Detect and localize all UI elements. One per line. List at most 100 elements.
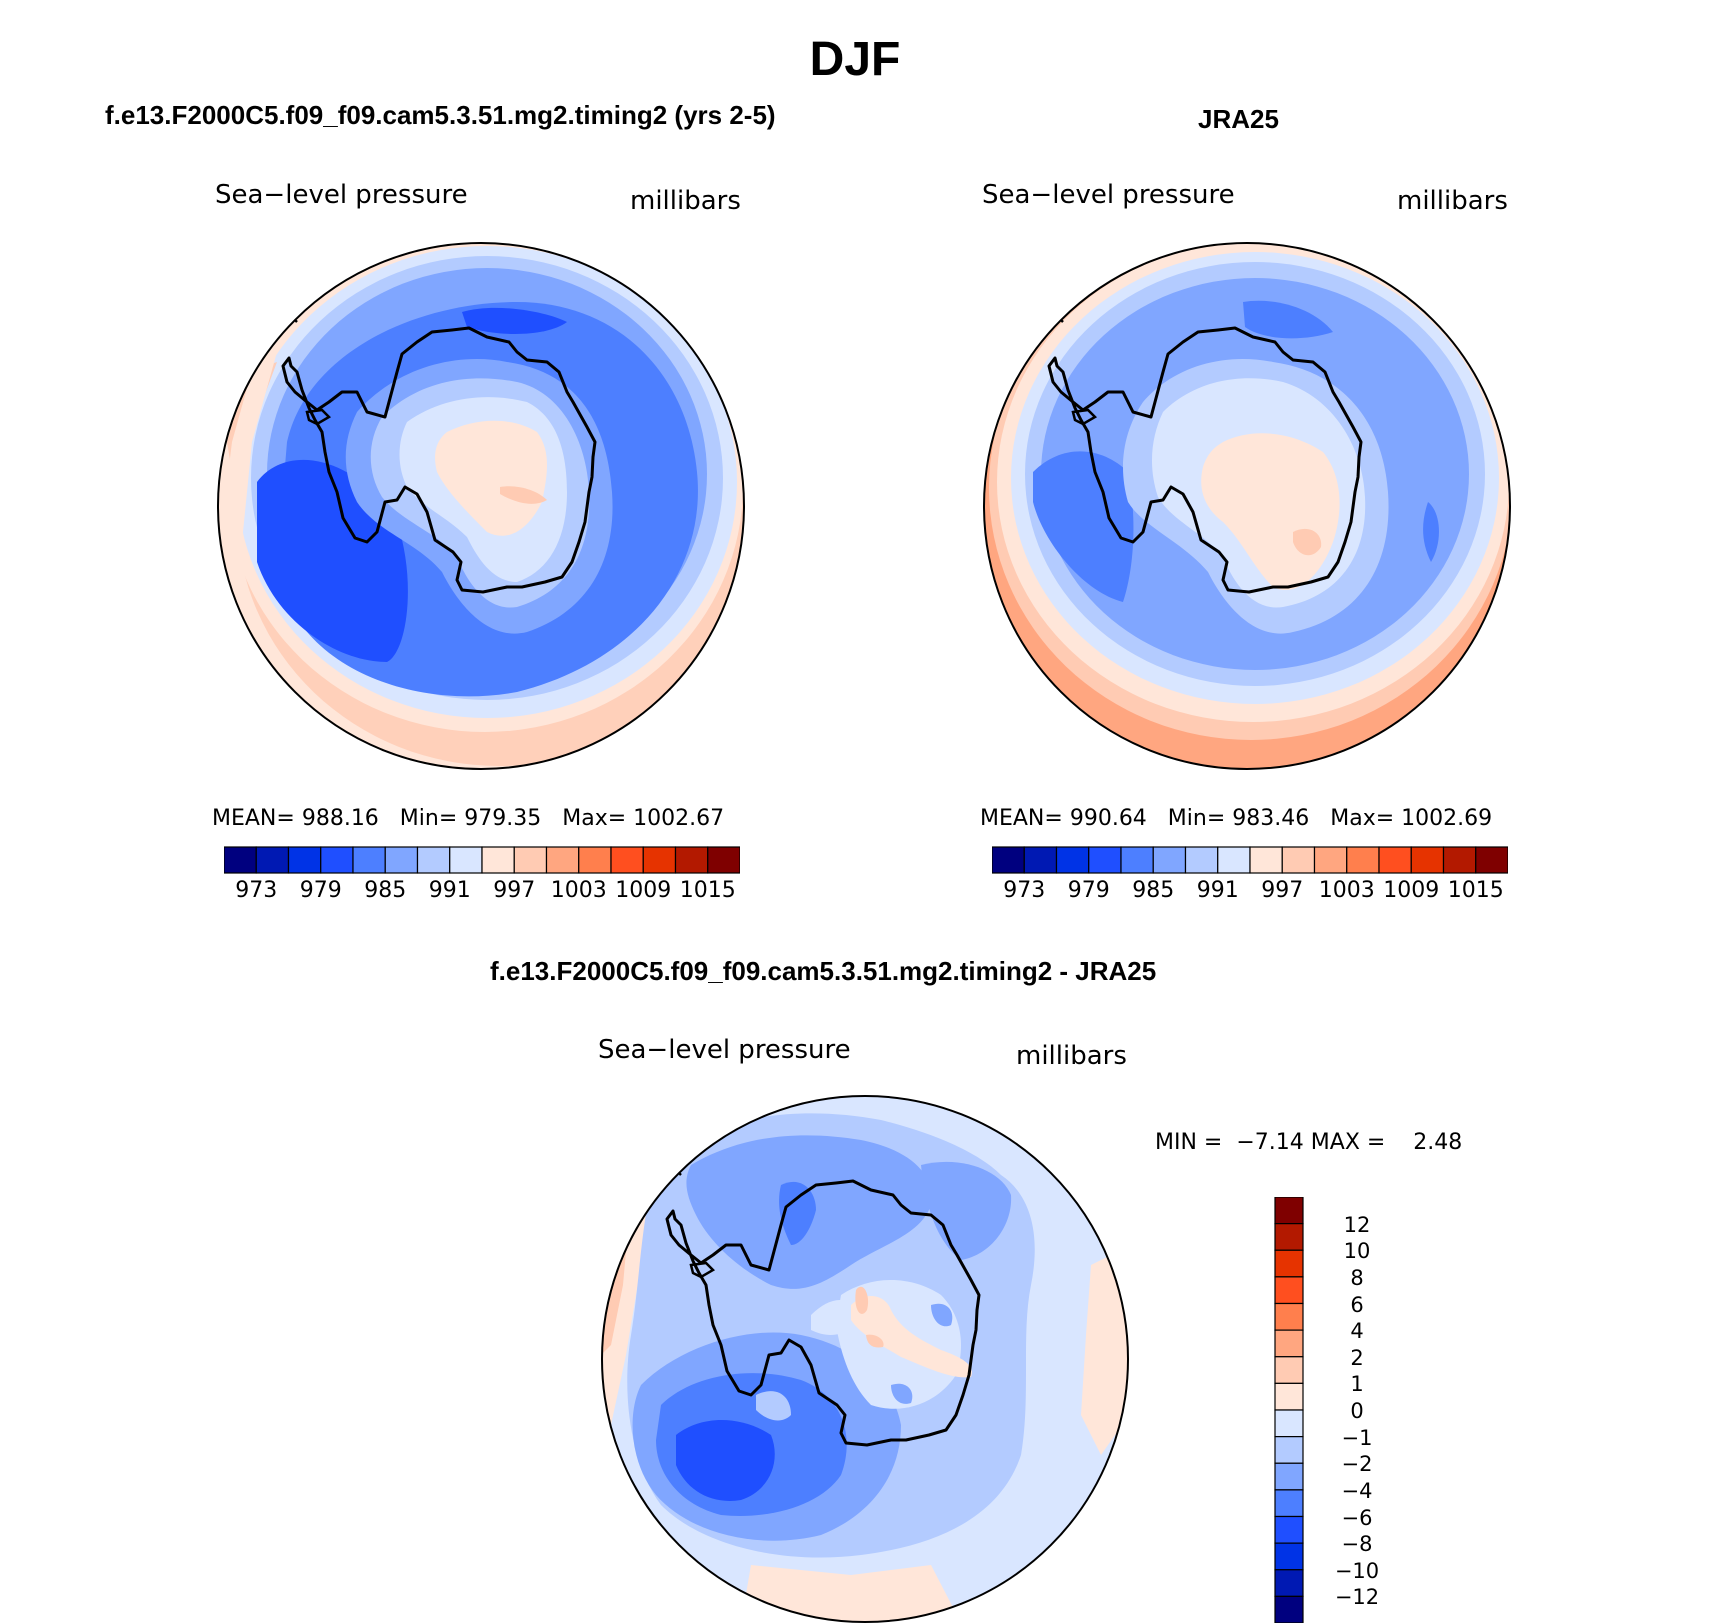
colorbar-swatch	[578, 846, 612, 874]
panel-1-max-value: 1002.67	[633, 806, 725, 831]
panel-2-polar-map	[983, 242, 1511, 770]
panel-1-stats: MEAN= 988.16 Min= 979.35 Max= 1002.67	[212, 806, 724, 831]
colorbar-swatch	[1346, 846, 1380, 874]
colorbar-tick-label: −4	[1341, 1478, 1373, 1503]
colorbar-tick-label: 4	[1350, 1319, 1364, 1344]
colorbar-swatch	[449, 846, 483, 874]
colorbar-swatch	[1055, 846, 1090, 874]
panel-2-title: JRA25	[1198, 104, 1279, 134]
diff-panel-colorbar	[1274, 1197, 1304, 1623]
panel-2-mean-value: 990.64	[1069, 806, 1147, 831]
panel-1-polar-map	[217, 242, 745, 770]
colorbar-swatch	[1274, 1542, 1304, 1571]
colorbar-swatch	[1442, 846, 1477, 874]
colorbar-tick-label: −1	[1341, 1425, 1373, 1450]
diff-panel-polar-map	[601, 1095, 1129, 1623]
colorbar-tick-label: 985	[364, 878, 407, 903]
colorbar-swatch	[384, 846, 419, 874]
colorbar-tick-label: 985	[1132, 878, 1175, 903]
colorbar-swatch	[481, 846, 515, 874]
colorbar-tick-label: 991	[1196, 878, 1239, 903]
colorbar-tick-label: −6	[1341, 1505, 1373, 1530]
colorbar-swatch	[320, 846, 354, 874]
colorbar-swatch	[642, 846, 677, 874]
colorbar-tick-label: 997	[493, 878, 536, 903]
colorbar-swatch	[1274, 1515, 1304, 1544]
colorbar-tick-label: 1009	[615, 878, 672, 903]
diff-min-value: −7.14	[1236, 1130, 1304, 1155]
colorbar-tick-label: −8	[1341, 1532, 1373, 1557]
panel-2-variable-label: Sea−level pressure	[982, 180, 1235, 210]
colorbar-swatch	[1378, 846, 1412, 874]
colorbar-swatch	[224, 846, 257, 874]
colorbar-swatch	[1274, 1382, 1304, 1411]
diff-panel-units-label: millibars	[1016, 1041, 1127, 1071]
colorbar-swatch	[1120, 846, 1154, 874]
panel-1-min-value: 979.35	[464, 806, 542, 831]
colorbar-swatch	[1410, 846, 1445, 874]
colorbar-tick-label: 2	[1350, 1345, 1364, 1370]
colorbar-swatch	[1274, 1356, 1304, 1384]
colorbar-swatch	[707, 846, 740, 874]
colorbar-tick-label: 6	[1350, 1292, 1364, 1317]
colorbar-tick-label: 973	[235, 878, 278, 903]
colorbar-swatch	[1274, 1595, 1304, 1623]
panel-1-colorbar	[224, 846, 740, 874]
colorbar-tick-label: −2	[1341, 1452, 1373, 1477]
diff-panel-variable-label: Sea−level pressure	[598, 1035, 851, 1065]
colorbar-swatch	[1313, 846, 1348, 874]
panel-2-mean-label: MEAN=	[980, 806, 1063, 831]
colorbar-swatch	[1217, 846, 1251, 874]
panel-2-colorbar-ticks: 973 979 985 991 997 1003 1009 1015	[992, 878, 1508, 908]
colorbar-swatch	[992, 846, 1025, 874]
colorbar-swatch	[1274, 1462, 1304, 1491]
colorbar-swatch	[287, 846, 322, 874]
colorbar-swatch	[1281, 846, 1316, 874]
colorbar-tick-label: 8	[1350, 1265, 1364, 1290]
colorbar-tick-label: −12	[1334, 1585, 1380, 1610]
colorbar-swatch	[1274, 1302, 1304, 1331]
colorbar-swatch	[352, 846, 386, 874]
diff-panel-title: f.e13.F2000C5.f09_f09.cam5.3.51.mg2.timi…	[490, 956, 1157, 986]
panel-2-min-label: Min=	[1167, 806, 1226, 831]
colorbar-tick-label: 1003	[550, 878, 607, 903]
colorbar-swatch	[513, 846, 548, 874]
colorbar-tick-label: 979	[1067, 878, 1110, 903]
panel-1-colorbar-ticks: 973 979 985 991 997 1003 1009 1015	[224, 878, 740, 908]
panel-1-min-label: Min=	[399, 806, 458, 831]
colorbar-tick-label: 1003	[1318, 878, 1375, 903]
colorbar-tick-label: −10	[1334, 1558, 1380, 1583]
panel-1-variable-label: Sea−level pressure	[215, 180, 468, 210]
panel-2-max-label: Max=	[1330, 806, 1395, 831]
colorbar-swatch	[610, 846, 644, 874]
diff-min-label: MIN =	[1155, 1130, 1223, 1155]
colorbar-swatch	[545, 846, 580, 874]
colorbar-tick-label: 0	[1350, 1399, 1364, 1423]
panel-1-mean-label: MEAN=	[212, 806, 295, 831]
colorbar-swatch	[1274, 1489, 1304, 1518]
diff-panel-colorbar-ticks: 12 10 8 6 4 2 1 0 −1 −2 −4 −6 −8 −10 −12	[1312, 1197, 1402, 1623]
colorbar-swatch	[1274, 1409, 1304, 1438]
colorbar-tick-label: 10	[1343, 1239, 1371, 1264]
colorbar-swatch	[1274, 1249, 1304, 1278]
colorbar-swatch	[1274, 1329, 1304, 1358]
colorbar-tick-label: 997	[1261, 878, 1304, 903]
colorbar-tick-label: 991	[428, 878, 471, 903]
colorbar-tick-label: 1009	[1383, 878, 1440, 903]
colorbar-swatch	[416, 846, 451, 874]
panel-2-max-value: 1002.69	[1401, 806, 1493, 831]
colorbar-swatch	[1274, 1436, 1304, 1464]
panel-2-units-label: millibars	[1397, 186, 1508, 216]
colorbar-swatch	[1274, 1276, 1304, 1305]
panel-2-colorbar	[992, 846, 1508, 874]
panel-2-min-value: 983.46	[1232, 806, 1310, 831]
colorbar-swatch	[1475, 846, 1508, 874]
colorbar-tick-label: 979	[299, 878, 342, 903]
colorbar-swatch	[1274, 1223, 1304, 1251]
colorbar-swatch	[255, 846, 290, 874]
panel-1-units-label: millibars	[630, 186, 741, 216]
colorbar-swatch	[1023, 846, 1058, 874]
colorbar-swatch	[1184, 846, 1219, 874]
colorbar-swatch	[1152, 846, 1187, 874]
colorbar-tick-label: 1015	[679, 878, 736, 903]
